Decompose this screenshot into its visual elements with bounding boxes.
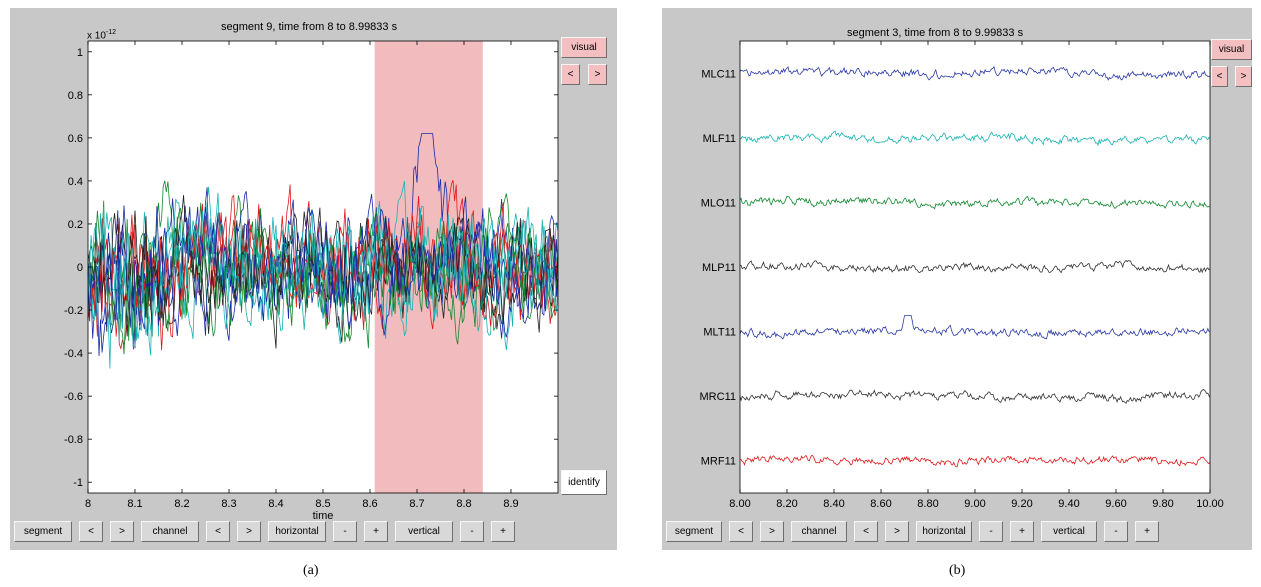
y-tick-label: -1 [73, 477, 83, 489]
y-tick-label: -0.4 [64, 348, 83, 360]
toolbar-b-button-0[interactable]: segment [666, 521, 722, 542]
exponent-base: x 10 [87, 30, 106, 42]
trace-mlo11 [739, 195, 1211, 210]
figure-b-caption: (b) [949, 563, 966, 578]
figure-b-plot: MLC11 MLF11 MLO11 MLP11 MLT11 MRC11 MRF11 8.00 8… [700, 40, 1224, 510]
trace-6 [87, 205, 559, 345]
toolbar-b-button-9[interactable]: vertical [1041, 521, 1097, 542]
toolbar-a-button-3[interactable]: channel [141, 521, 199, 542]
toolbar-a-button-9[interactable]: vertical [395, 521, 453, 542]
figure-b-window: segment 3, time from 8 to 9.99833 s MLC1… [662, 8, 1252, 550]
toolbar-a-button-7[interactable]: - [333, 521, 357, 542]
figure-a-plot: 1 0.8 0.6 0.4 0.2 0 -0.2 -0.4 -0.6 -0.8 -18 8.1 8.2 8… [64, 40, 559, 522]
x-tick-label: 8.9 [503, 498, 518, 510]
x-tick-label: 8.00 [729, 498, 750, 510]
visual-button-b[interactable]: visual [1211, 39, 1252, 60]
figure-a-caption: (a) [303, 563, 319, 578]
x-tick-label: 8.8 [456, 498, 471, 510]
channel-label-mlo11: MLO11 [701, 197, 736, 209]
x-tick-label: 8.6 [362, 498, 377, 510]
toolbar-b-button-6[interactable]: horizontal [916, 521, 972, 542]
toolbar-b-button-7[interactable]: - [979, 521, 1003, 542]
y-tick-label: -0.8 [64, 434, 83, 446]
x-tick-label: 9.40 [1058, 498, 1079, 510]
trace-8 [87, 184, 559, 338]
channel-label-mlt11: MLT11 [703, 327, 736, 339]
channel-label-mlc11: MLC11 [701, 68, 736, 80]
toolbar-a-button-8[interactable]: + [364, 521, 388, 542]
x-axis-label: time [313, 510, 334, 522]
y-tick-label: 0.6 [68, 133, 83, 145]
y-axis-exponent: x 10-12 [87, 29, 116, 41]
y-tick-label: 0.4 [68, 176, 83, 188]
trace-mlp11 [739, 259, 1211, 274]
figure-a-window: segment 9, time from 8 to 8.99833 s x 10… [10, 8, 617, 550]
trace-7 [87, 193, 559, 355]
trace-11 [87, 181, 559, 369]
plot-background [740, 41, 1210, 493]
toolbar-a-button-0[interactable]: segment [14, 521, 72, 542]
toolbar-b-button-11[interactable]: + [1135, 521, 1159, 542]
next-button[interactable]: > [588, 64, 607, 85]
toolbar-b-button-3[interactable]: channel [791, 521, 847, 542]
toolbar-b-button-8[interactable]: + [1010, 521, 1034, 542]
x-tick-label: 8.20 [776, 498, 797, 510]
identify-button[interactable]: identify [561, 470, 607, 495]
exponent-power: -12 [105, 29, 117, 36]
x-tick-label: 10.00 [1196, 498, 1224, 510]
trace-mrc11 [739, 389, 1211, 404]
channel-label-mrf11: MRF11 [701, 456, 736, 468]
toolbar-a-button-1[interactable]: < [79, 521, 103, 542]
y-tick-label: 1 [77, 47, 83, 59]
x-tick-label: 8.40 [823, 498, 844, 510]
prev-button[interactable]: < [561, 64, 580, 85]
channel-label-mlp11: MLP11 [702, 262, 736, 274]
y-tick-label: 0.2 [68, 219, 83, 231]
toolbar-b-button-10[interactable]: - [1104, 521, 1128, 542]
x-tick-label: 8 [85, 498, 91, 510]
figure-a-title: segment 9, time from 8 to 8.99833 s [221, 21, 398, 33]
x-tick-label: 8.3 [221, 498, 236, 510]
prev-button-b[interactable]: < [1211, 66, 1228, 87]
trace-mrf11 [740, 454, 1211, 468]
x-tick-label: 9.20 [1011, 498, 1032, 510]
toolbar-b-button-5[interactable]: > [885, 521, 909, 542]
toolbar-a-button-5[interactable]: > [237, 521, 261, 542]
y-tick-label: 0 [77, 262, 83, 274]
next-button-b[interactable]: > [1235, 66, 1252, 87]
x-tick-label: 8.5 [315, 498, 330, 510]
toolbar-a-button-11[interactable]: + [491, 521, 515, 542]
toolbar-a-button-4[interactable]: < [206, 521, 230, 542]
y-tick-label: 0.8 [68, 90, 83, 102]
x-tick-label: 8.2 [174, 498, 189, 510]
x-tick-label: 9.80 [1152, 498, 1173, 510]
trace-mlt11 [739, 315, 1211, 340]
x-tick-label: 9.60 [1105, 498, 1126, 510]
x-tick-label: 8.1 [127, 498, 142, 510]
x-tick-label: 8.80 [917, 498, 938, 510]
trace-mlf11 [739, 130, 1211, 147]
y-tick-label: -0.2 [64, 305, 83, 317]
visual-button[interactable]: visual [561, 37, 607, 58]
toolbar-b-button-1[interactable]: < [729, 521, 753, 542]
x-tick-label: 8.7 [409, 498, 424, 510]
x-tick-label: 8.4 [268, 498, 283, 510]
x-tick-label: 9.00 [964, 498, 985, 510]
x-tick-label: 8.60 [870, 498, 891, 510]
toolbar-b-button-4[interactable]: < [854, 521, 878, 542]
figure-b-title: segment 3, time from 8 to 9.99833 s [847, 27, 1024, 39]
toolbar-b-button-2[interactable]: > [760, 521, 784, 542]
toolbar-a-button-2[interactable]: > [110, 521, 134, 542]
toolbar-a-button-10[interactable]: - [460, 521, 484, 542]
trace-mlc11 [739, 65, 1211, 81]
toolbar-a-button-6[interactable]: horizontal [268, 521, 326, 542]
channel-label-mlf11: MLF11 [703, 133, 736, 145]
channel-label-mrc11: MRC11 [700, 391, 736, 403]
y-tick-label: -0.6 [64, 391, 83, 403]
